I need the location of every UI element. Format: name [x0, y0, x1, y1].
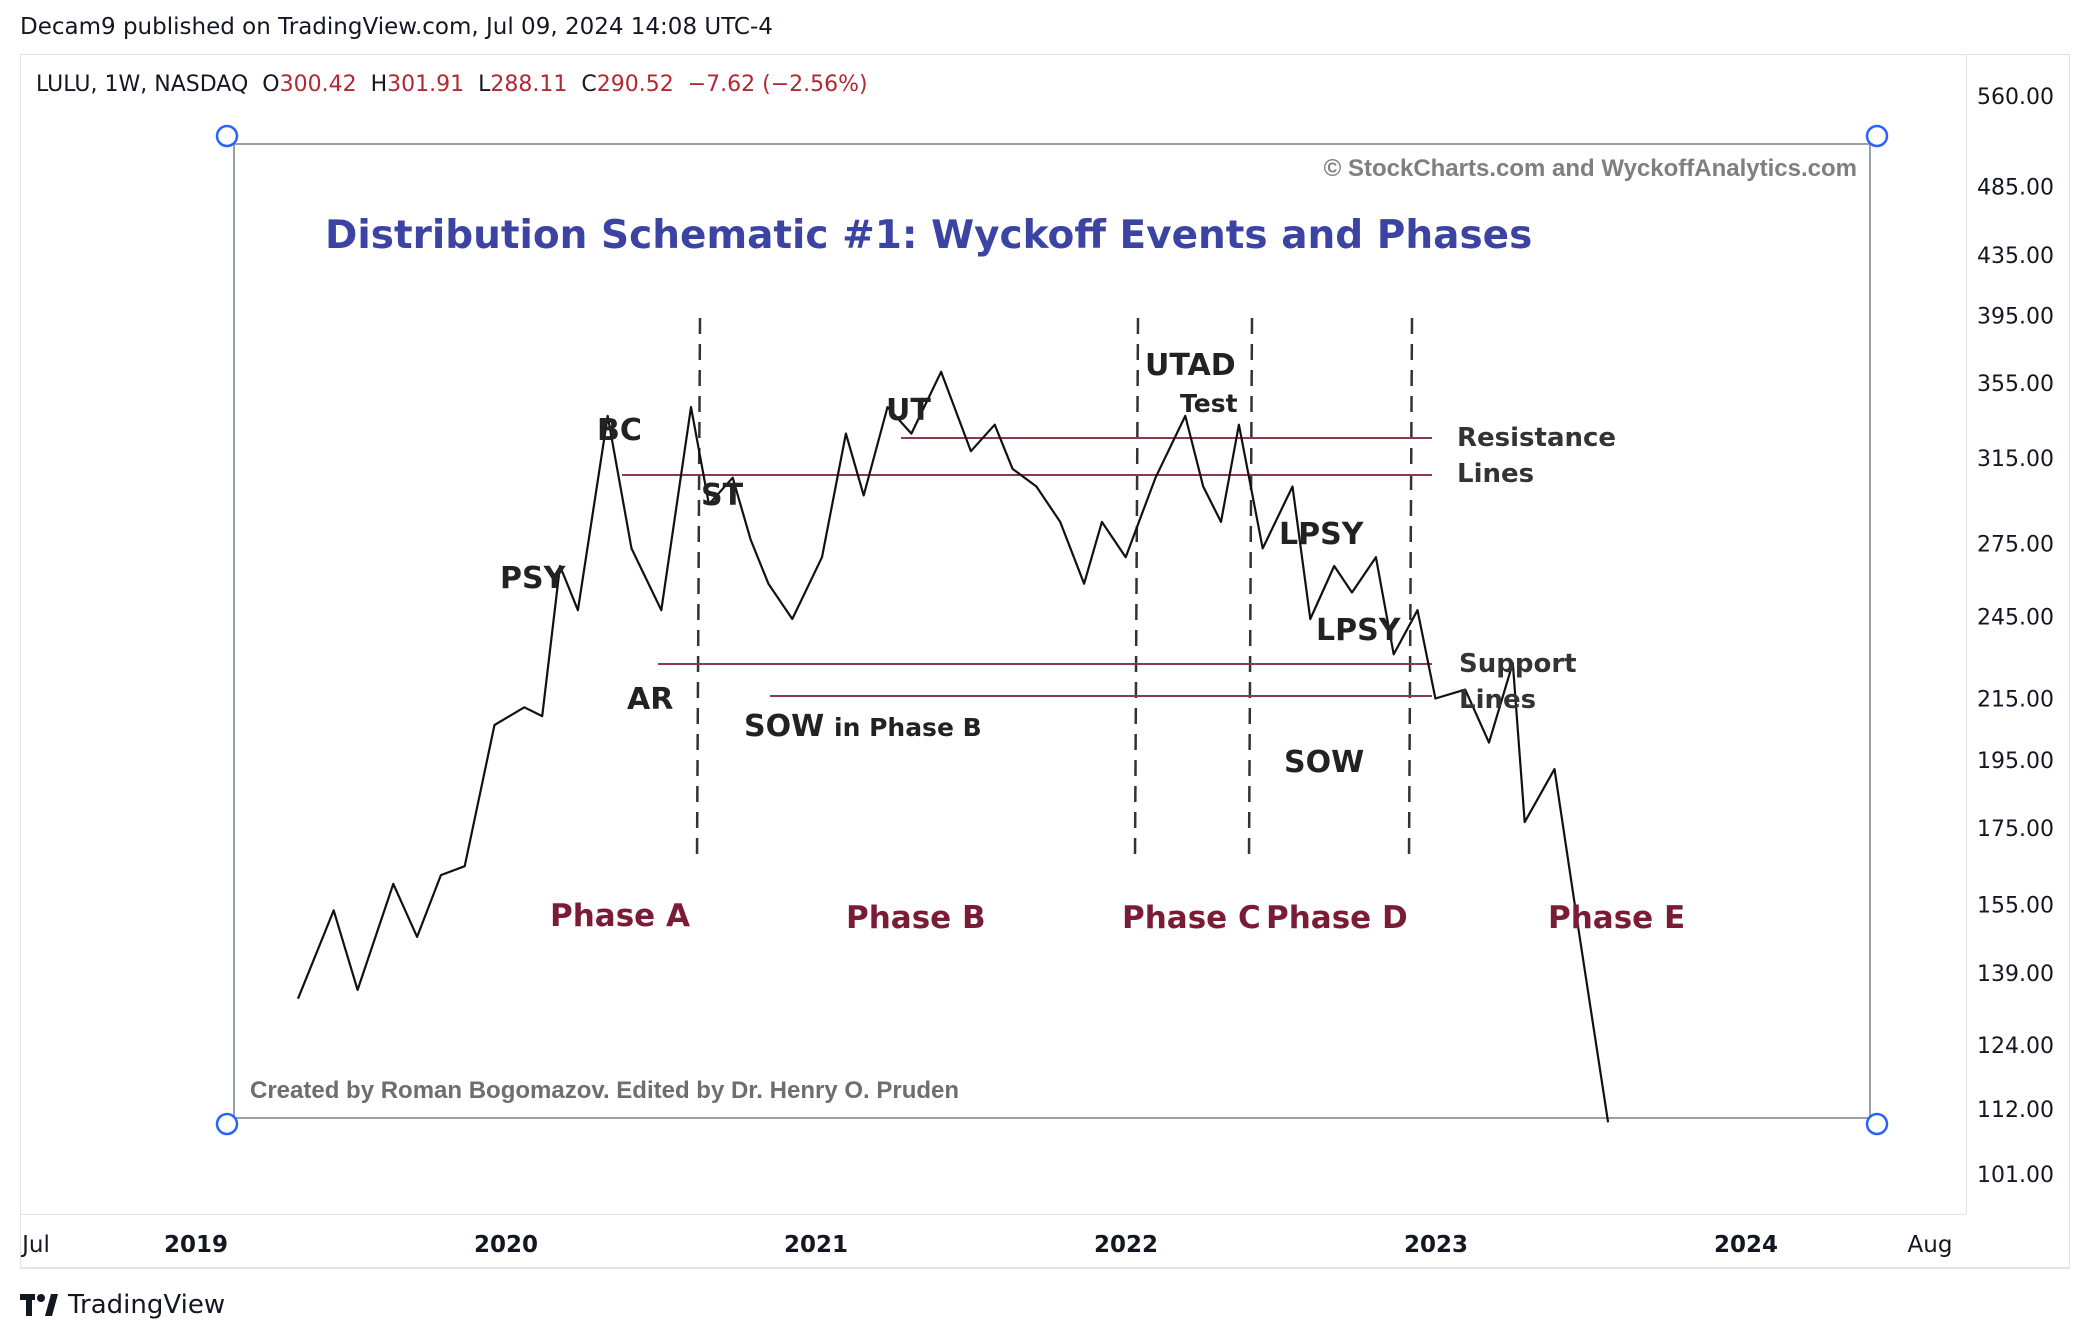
price-tick-label: 195.00: [1977, 749, 2054, 774]
chart-frame[interactable]: [20, 54, 2070, 1268]
price-tick-label: 395.00: [1977, 305, 2054, 330]
label-st: ST: [701, 478, 744, 513]
credit-text: Created by Roman Bogomazov. Edited by Dr…: [250, 1077, 959, 1104]
close-value: 290.52: [596, 72, 674, 97]
resize-handle-top-left[interactable]: [215, 124, 239, 148]
resize-handle-bottom-right[interactable]: [1865, 1112, 1889, 1136]
phase-dividers: [695, 317, 1414, 859]
price-tick-label: 101.00: [1977, 1163, 2054, 1188]
change-value: −7.62 (−2.56%): [687, 72, 868, 97]
price-tick-label: 155.00: [1977, 893, 2054, 918]
low-value: 288.11: [490, 72, 568, 97]
price-tick-label: 355.00: [1977, 372, 2054, 397]
support-label: Support: [1459, 649, 1577, 679]
phase-c-label: Phase C: [1122, 900, 1261, 936]
time-tick-label: 2023: [1404, 1232, 1468, 1258]
time-tick-label: Aug: [1908, 1232, 1953, 1258]
price-axis[interactable]: 560.00 485.00 435.00 395.00 355.00 315.00 275.…: [1977, 85, 2054, 1188]
price-tick-label: 245.00: [1977, 605, 2054, 630]
resize-handle-bottom-left[interactable]: [215, 1112, 239, 1136]
price-tick-label: 435.00: [1977, 244, 2054, 269]
wyckoff-schematic-image[interactable]: © StockCharts.com and WyckoffAnalytics.c…: [233, 143, 1871, 1123]
support-label-2: Lines: [1459, 685, 1536, 715]
time-tick-label: Jul: [20, 1232, 50, 1258]
label-sow-phase-b: SOW: [744, 709, 824, 744]
resistance-label-2: Lines: [1457, 459, 1534, 489]
symbol-name[interactable]: LULU, 1W, NASDAQ: [36, 72, 249, 97]
label-lpsy-1: LPSY: [1279, 517, 1365, 552]
line-labels: Resistance Lines Support Lines: [1457, 423, 1616, 715]
symbol-legend[interactable]: LULU, 1W, NASDAQ O300.42 H301.91 L288.11…: [36, 72, 868, 97]
label-test: Test: [1180, 389, 1238, 418]
resistance-label: Resistance: [1457, 423, 1616, 453]
resize-handle-top-right[interactable]: [1865, 124, 1889, 148]
time-axis[interactable]: Jul 2019 2020 2021 2022 2023 2024 Aug: [20, 1232, 1952, 1258]
phase-divider-line: [695, 317, 702, 859]
price-tick-label: 275.00: [1977, 533, 2054, 558]
label-sow-phase-b-suffix: in Phase B: [834, 713, 982, 742]
price-axis-border: [1966, 54, 1967, 1214]
label-psy: PSY: [500, 561, 567, 596]
time-tick-label: 2022: [1094, 1232, 1158, 1258]
schematic-price-path: [296, 370, 1610, 1123]
tradingview-logo[interactable]: TradingView: [20, 1290, 225, 1320]
phase-divider-line: [1247, 317, 1254, 859]
tradingview-brand: TradingView: [68, 1290, 226, 1320]
price-tick-label: 175.00: [1977, 817, 2054, 842]
label-ar: AR: [627, 682, 673, 717]
label-ut: UT: [886, 393, 931, 428]
phase-divider-line: [1133, 317, 1140, 859]
footer-divider: [20, 1268, 2070, 1269]
phase-labels: Phase A Phase B Phase C Phase D Phase E: [550, 898, 1685, 936]
price-tick-label: 139.00: [1977, 962, 2054, 987]
tradingview-logo-icon: [20, 1294, 58, 1316]
label-sow-phase-d: SOW: [1284, 745, 1364, 780]
label-lpsy-2: LPSY: [1316, 613, 1402, 648]
phase-b-label: Phase B: [846, 900, 986, 936]
time-axis-border: [20, 1214, 1966, 1215]
time-tick-label: 2019: [164, 1232, 228, 1258]
support-resistance-lines: [622, 437, 1432, 697]
event-labels: PSY BC AR ST SOW in Phase B UT UTAD Test…: [500, 348, 1402, 780]
label-utad: UTAD: [1145, 348, 1236, 383]
time-tick-label: 2020: [474, 1232, 538, 1258]
image-border: [233, 143, 1871, 1119]
drawing-anchors[interactable]: [215, 124, 1889, 1136]
open-value: 300.42: [279, 72, 357, 97]
schematic-title: Distribution Schematic #1: Wyckoff Event…: [325, 213, 1532, 258]
copyright-text: © StockCharts.com and WyckoffAnalytics.c…: [1324, 155, 1857, 182]
price-tick-label: 560.00: [1977, 85, 2054, 110]
time-tick-label: 2024: [1714, 1232, 1778, 1258]
publish-info: Decam9 published on TradingView.com, Jul…: [20, 14, 773, 40]
low-label: L: [478, 72, 491, 97]
price-tick-label: 112.00: [1977, 1098, 2054, 1123]
phase-e-label: Phase E: [1548, 900, 1685, 936]
time-tick-label: 2021: [784, 1232, 848, 1258]
high-value: 301.91: [387, 72, 465, 97]
price-tick-label: 215.00: [1977, 687, 2054, 712]
price-tick-label: 485.00: [1977, 175, 2054, 200]
phase-divider-line: [1407, 317, 1414, 859]
high-label: H: [370, 72, 388, 97]
price-tick-label: 315.00: [1977, 447, 2054, 472]
phase-d-label: Phase D: [1266, 900, 1408, 936]
open-label: O: [262, 72, 280, 97]
phase-a-label: Phase A: [550, 898, 690, 934]
close-label: C: [581, 72, 597, 97]
label-bc: BC: [597, 413, 642, 448]
price-tick-label: 124.00: [1977, 1034, 2054, 1059]
